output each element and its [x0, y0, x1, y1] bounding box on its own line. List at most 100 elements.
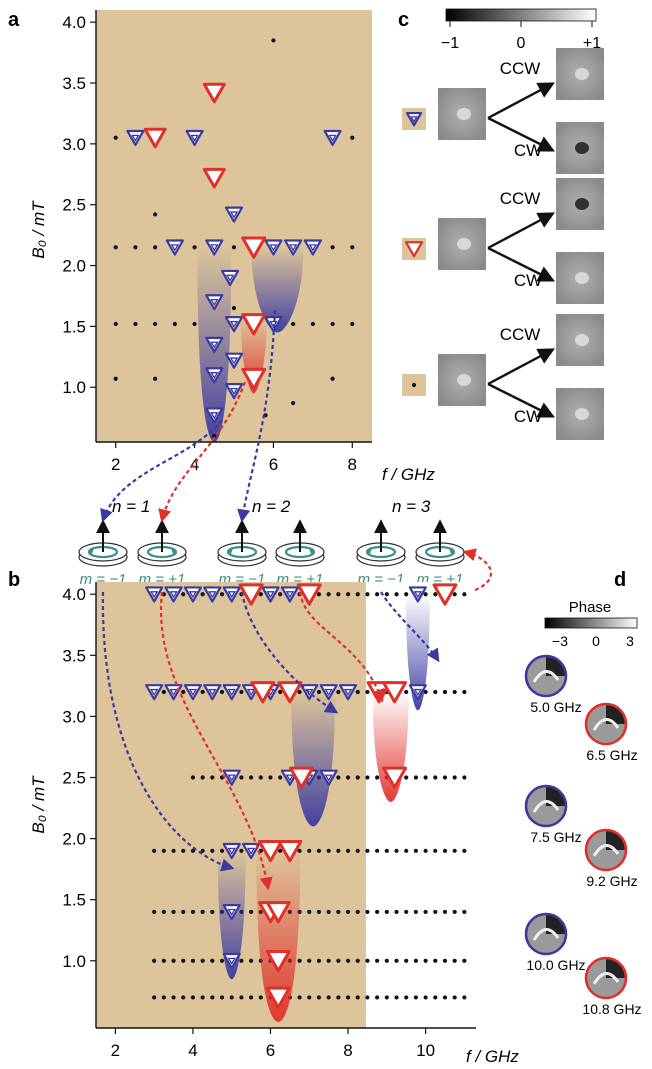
panel-b-dot — [181, 958, 186, 963]
panel-b-dot — [394, 958, 399, 963]
panel-b-dot — [219, 689, 225, 695]
panel-b-dot — [375, 958, 380, 963]
panel-b-dot — [462, 592, 467, 597]
panel-b-blue-triangle — [280, 586, 299, 603]
panel-a-dot — [113, 321, 118, 327]
panel-b-dot — [249, 995, 254, 1000]
panel-b-blue-triangle — [222, 842, 241, 860]
panel-b-dot — [355, 909, 360, 915]
panel-a-xtick: 8 — [348, 455, 357, 474]
panel-b-dot — [278, 689, 283, 695]
panel-b-dot — [394, 995, 399, 1000]
panel-d-phase-disc — [524, 654, 568, 698]
panel-c-cw-label: CW — [514, 141, 542, 160]
panel-b-dot — [219, 958, 225, 963]
panel-b-dot — [404, 775, 409, 780]
panel-b-dot — [404, 995, 409, 1000]
panel-d-cbar-tick-mid: 0 — [592, 633, 600, 649]
panel-b-dot — [181, 592, 186, 597]
panel-b-dot — [152, 909, 157, 915]
panel-c-cw-label: CW — [514, 271, 542, 290]
panel-b-dot — [326, 909, 331, 915]
panel-b-dot — [336, 848, 341, 853]
panel-c: −1 0 +1 CCW CW CCW CW CCW CW — [402, 8, 604, 440]
panel-b-dot — [442, 958, 448, 963]
panel-b-dot — [210, 958, 215, 963]
panel-b-dot — [307, 848, 312, 853]
panel-b-red-triangle — [382, 681, 408, 704]
panel-b-blue-triangle — [408, 684, 427, 701]
panel-b-blue-triangle — [319, 684, 338, 701]
panel-b-dot — [394, 592, 399, 597]
panel-b-dot — [433, 689, 438, 695]
panel-b-ytick: 1.5 — [62, 891, 86, 910]
panel-b-xunit: f / GHz — [466, 1047, 519, 1066]
panel-b-dot — [462, 775, 467, 780]
panel-a-dot — [330, 321, 335, 327]
panel-b-dot — [316, 909, 322, 915]
panel-b-dot — [423, 995, 428, 1000]
panel-b-dot — [336, 689, 341, 695]
panel-a-red-triangle — [241, 313, 267, 336]
panel-b-dot — [161, 995, 166, 1000]
panel-d-title: Phase — [569, 599, 612, 616]
panel-b-dot — [413, 995, 418, 1000]
panel-b-blue-triangle — [145, 684, 164, 701]
panel-b-dot — [326, 958, 331, 963]
panel-b-dot — [161, 958, 166, 963]
panel-a-dot — [212, 433, 217, 439]
panel-b-dot — [326, 995, 331, 1000]
panel-a-blue-triangle — [303, 239, 322, 256]
panel-b-dot — [200, 909, 205, 915]
panel-b: 4.0 3.5 3.0 2.5 2.0 1.5 1.0 2 4 6 8 10 B₀ / mT f /… — [29, 582, 519, 1066]
panel-a-blue-triangle — [205, 294, 224, 311]
panel-b-dot — [345, 995, 351, 1000]
mode-disk — [217, 519, 267, 567]
panel-c-dot — [411, 382, 417, 388]
panel-b-dot — [365, 958, 370, 963]
panel-b-dot — [365, 689, 370, 695]
panel-b-dot — [365, 775, 370, 780]
panel-b-dot — [336, 909, 341, 915]
panel-b-dot — [336, 958, 341, 963]
panel-b-dot — [365, 909, 370, 915]
panel-b-dot — [355, 958, 360, 963]
panel-a-dot — [192, 321, 197, 327]
panel-b-dot — [161, 848, 166, 853]
mode-n1-label: n = 1 — [112, 497, 150, 516]
panel-b-dot — [181, 689, 186, 695]
panel-b-dot — [190, 909, 196, 915]
panel-a-dot — [172, 321, 177, 327]
panel-b-dot — [152, 995, 157, 1000]
panel-b-xtick: 6 — [266, 1041, 275, 1060]
panel-b-dot — [258, 592, 263, 597]
panel-b-dot — [161, 909, 166, 915]
panel-b-dot — [355, 848, 360, 853]
panel-a-blue-triangle — [224, 316, 244, 333]
panel-a-ytick: 3.5 — [62, 74, 86, 93]
panel-a-red-triangle — [143, 127, 167, 149]
panel-b-dot — [152, 848, 157, 853]
panel-b-xtick: 8 — [343, 1041, 352, 1060]
panel-b-dot — [365, 995, 370, 1000]
panel-b-dot — [423, 689, 428, 695]
panel-a-blue-triangle — [224, 206, 244, 223]
panel-b-ylabel: B₀ / mT — [29, 775, 48, 834]
panel-a-dot — [133, 245, 138, 250]
panel-a-blue-triangle — [264, 239, 283, 256]
panel-b-dot — [413, 775, 418, 780]
mode-disk — [275, 519, 325, 567]
panel-b-dot — [384, 995, 389, 1000]
panel-b-dot — [365, 848, 370, 853]
panel-b-dot — [190, 775, 196, 780]
panel-a-blue-triangle — [284, 239, 303, 256]
panel-b-dot — [452, 848, 457, 853]
panel-label-a: a — [8, 9, 20, 31]
panel-a-dot — [330, 376, 335, 381]
panel-b-dot — [190, 995, 196, 1000]
panel-a-red-triangle — [241, 367, 267, 391]
panel-b-xtick: 10 — [416, 1041, 435, 1060]
panel-a-dot — [350, 245, 355, 250]
panel-d-phase-disc — [584, 828, 628, 872]
panel-b-dot — [452, 958, 457, 963]
